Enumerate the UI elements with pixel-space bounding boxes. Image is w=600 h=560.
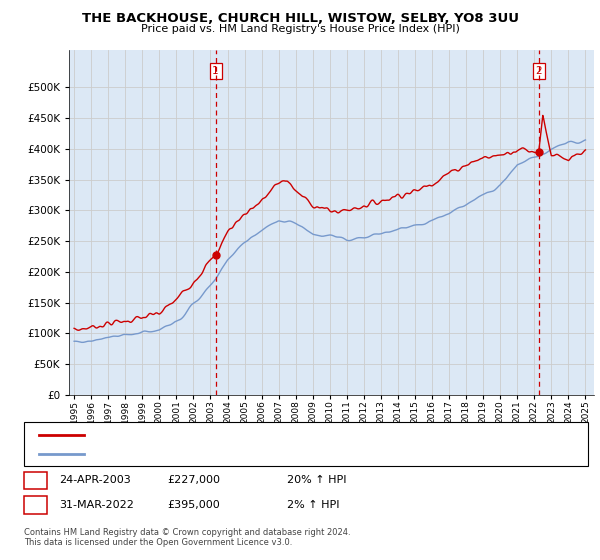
Text: 1: 1 xyxy=(32,474,39,487)
Text: THE BACKHOUSE, CHURCH HILL, WISTOW, SELBY, YO8 3UU: THE BACKHOUSE, CHURCH HILL, WISTOW, SELB… xyxy=(82,12,518,25)
Text: 2: 2 xyxy=(535,66,542,76)
Text: 1: 1 xyxy=(212,66,219,76)
Text: £395,000: £395,000 xyxy=(167,500,220,510)
Text: 24-APR-2003: 24-APR-2003 xyxy=(59,475,131,486)
Text: 31-MAR-2022: 31-MAR-2022 xyxy=(59,500,134,510)
Text: Contains HM Land Registry data © Crown copyright and database right 2024.
This d: Contains HM Land Registry data © Crown c… xyxy=(24,528,350,547)
Text: 2: 2 xyxy=(32,498,39,512)
Text: Price paid vs. HM Land Registry's House Price Index (HPI): Price paid vs. HM Land Registry's House … xyxy=(140,24,460,34)
Text: THE BACKHOUSE, CHURCH HILL, WISTOW, SELBY, YO8 3UU (detached house): THE BACKHOUSE, CHURCH HILL, WISTOW, SELB… xyxy=(93,430,471,440)
Text: 2% ↑ HPI: 2% ↑ HPI xyxy=(287,500,340,510)
Text: 20% ↑ HPI: 20% ↑ HPI xyxy=(287,475,346,486)
Text: HPI: Average price, detached house, North Yorkshire: HPI: Average price, detached house, Nort… xyxy=(93,449,349,459)
Text: £227,000: £227,000 xyxy=(167,475,220,486)
